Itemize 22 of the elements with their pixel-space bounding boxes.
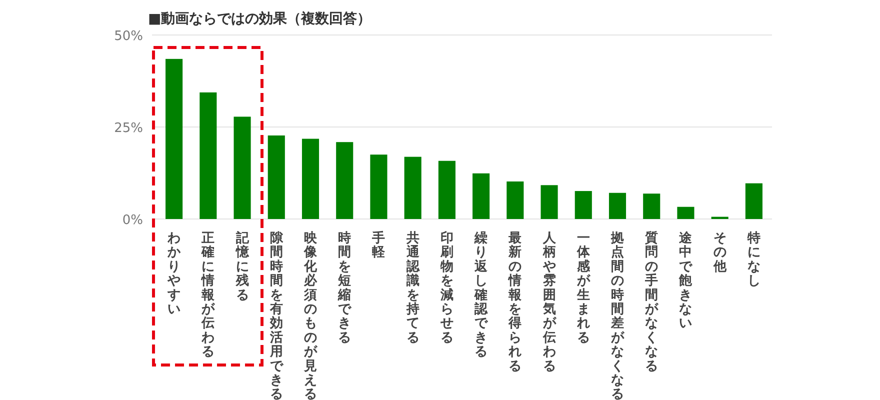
xtick: わかりやすい — [168, 231, 181, 317]
xtick: 最新の情報を得られる — [508, 231, 522, 374]
xtick: 記憶に残る — [236, 231, 249, 303]
xtick: 隙間時間を有効活用できる — [270, 231, 283, 400]
xtick: 途中で飽きない — [679, 231, 692, 332]
xtick: 繰り返し確認できる — [474, 231, 488, 360]
ytick: 0% — [122, 213, 143, 228]
xtick: 共通認識を持てる — [406, 231, 420, 346]
xtick: その他 — [713, 231, 726, 274]
title: ■動画ならではの効果（複数回答） — [148, 11, 372, 27]
xtick: 時間を短縮できる — [338, 231, 352, 346]
xtick: 映像化必須のものが見える — [304, 231, 317, 400]
ytick: 50% — [114, 29, 143, 44]
xtick: 手軽 — [372, 231, 386, 260]
xtick: 一体感が生まれる — [576, 231, 590, 346]
xtick: 印刷物を減らせる — [440, 231, 454, 346]
xtick: 正確に情報が伝わる — [202, 231, 215, 360]
xtick: 質問の手間がなくなる — [645, 231, 658, 374]
xtick: 人柄や雰囲気が伝わる — [542, 231, 556, 374]
xtick: 特になし — [747, 231, 760, 289]
ytick: 25% — [114, 121, 143, 136]
xtick: 拠点間の時間差がなくなる — [611, 231, 624, 400]
